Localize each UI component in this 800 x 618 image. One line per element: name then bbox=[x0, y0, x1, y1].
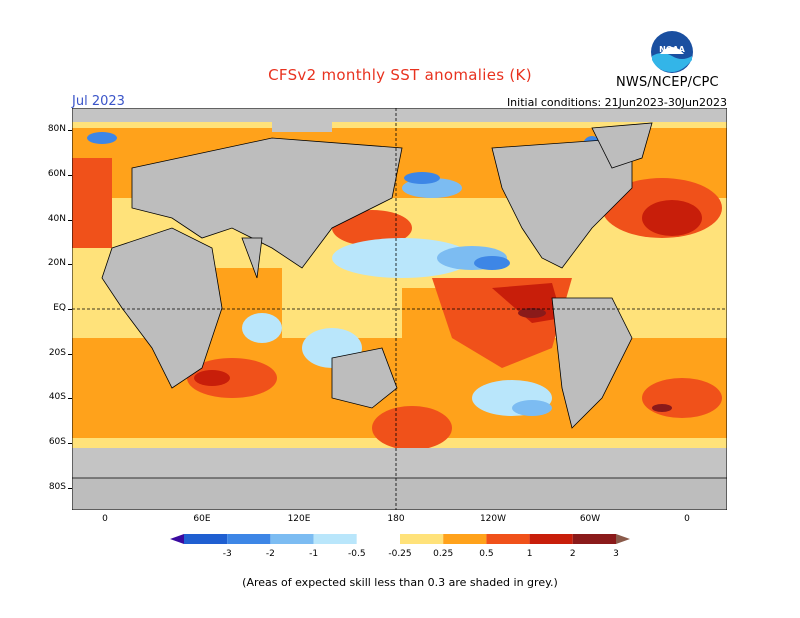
colorbar-segment bbox=[227, 534, 271, 544]
color-bar: -3 -2 -1 -0.5 -0.25 0.25 0.5 1 2 3 bbox=[170, 534, 630, 558]
lat-tick bbox=[68, 175, 72, 176]
colorbar-segment bbox=[313, 534, 357, 544]
colorbar-left-arrow bbox=[170, 534, 184, 544]
lat-tick bbox=[68, 130, 72, 132]
lon-label: 60E bbox=[193, 514, 211, 524]
lat-tick bbox=[68, 398, 72, 400]
lat-label: 40N bbox=[47, 213, 66, 224]
colorbar-tick-label: 0.25 bbox=[433, 549, 453, 558]
colorbar-segment bbox=[529, 534, 573, 544]
colorbar-segment bbox=[270, 534, 314, 544]
lat-label: 80N bbox=[47, 124, 66, 135]
colorbar-tick-label: -1 bbox=[309, 549, 318, 558]
lat-tick bbox=[68, 264, 72, 266]
lat-tick bbox=[68, 219, 72, 221]
lat-tick bbox=[68, 487, 72, 489]
colorbar-tick-label: -0.5 bbox=[348, 549, 366, 558]
colorbar-segment bbox=[400, 534, 444, 544]
lat-label: 20S bbox=[48, 347, 66, 358]
colorbar-segment bbox=[443, 534, 487, 544]
lat-label: 60S bbox=[48, 437, 66, 447]
colorbar-segment bbox=[486, 534, 530, 544]
lon-label: 120E bbox=[287, 514, 311, 524]
lat-label: 40S bbox=[48, 392, 66, 403]
lat-label: 20N bbox=[47, 258, 66, 269]
agency-label: NWS/NCEP/CPC bbox=[616, 75, 719, 90]
colorbar-tick-label: 3 bbox=[613, 549, 619, 558]
sst-anomaly-map bbox=[72, 108, 727, 510]
lon-label: 60W bbox=[579, 514, 601, 524]
lon-label: 180 bbox=[387, 514, 405, 524]
lat-tick bbox=[68, 309, 72, 310]
colorbar-tick-label: 1 bbox=[527, 549, 533, 558]
colorbar-tick-label: -2 bbox=[266, 549, 275, 558]
lat-tick bbox=[68, 353, 72, 355]
lat-label: EQ bbox=[53, 303, 66, 313]
lat-label: 60N bbox=[47, 169, 66, 179]
colorbar-right-arrow bbox=[616, 534, 630, 544]
land-masses bbox=[72, 122, 727, 510]
svg-text:NOAA: NOAA bbox=[659, 45, 685, 54]
skill-footnote: (Areas of expected skill less than 0.3 a… bbox=[242, 576, 558, 589]
colorbar-segment bbox=[356, 534, 400, 544]
colorbar-tick-label: 0.5 bbox=[479, 549, 493, 558]
colorbar-segment bbox=[184, 534, 228, 544]
colorbar-tick-label: -0.25 bbox=[388, 549, 411, 558]
warm-very-strong-areas bbox=[194, 200, 702, 386]
initial-conditions: Initial conditions: 21Jun2023-30Jun2023 bbox=[506, 96, 727, 109]
lon-label: 120W bbox=[479, 514, 507, 524]
colorbar-segment bbox=[572, 534, 616, 544]
colorbar-tick-label: -3 bbox=[223, 549, 232, 558]
lat-tick bbox=[68, 443, 72, 444]
lon-label: 0 bbox=[684, 514, 690, 524]
chart-title: CFSv2 monthly SST anomalies (K) bbox=[268, 66, 532, 84]
lat-label: 80S bbox=[48, 481, 66, 492]
colorbar-tick-label: 2 bbox=[570, 549, 576, 558]
forecast-month: Jul 2023 bbox=[72, 94, 125, 109]
lon-label: 0 bbox=[102, 514, 108, 524]
warm-extreme-areas bbox=[518, 308, 672, 412]
noaa-logo-icon: NOAA bbox=[651, 31, 693, 73]
